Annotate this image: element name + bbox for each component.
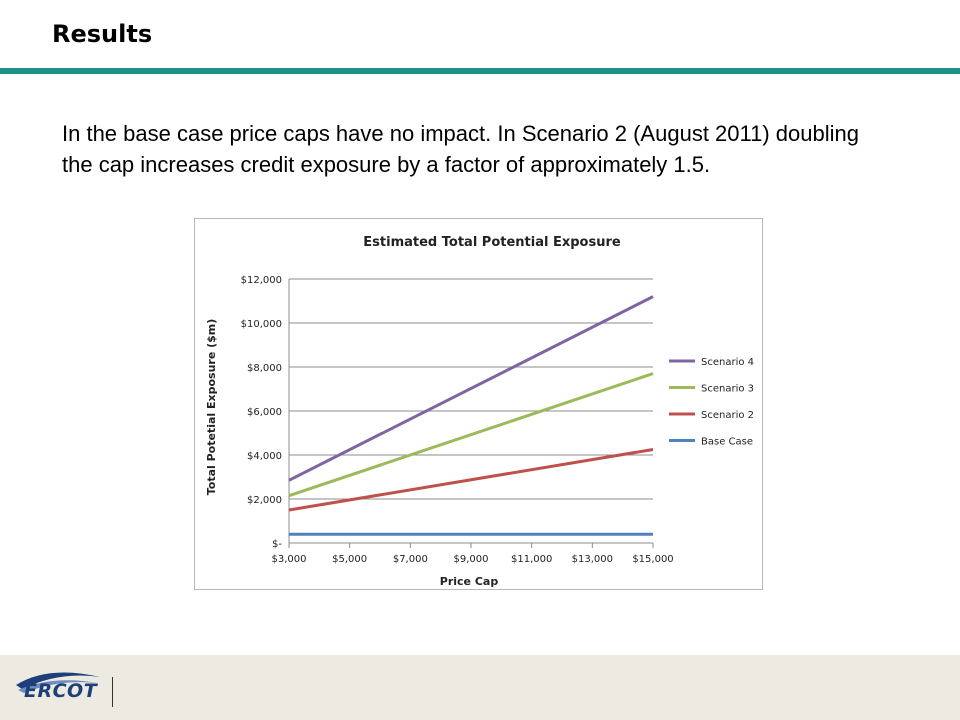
x-tick-label: $7,000: [393, 554, 428, 565]
legend-label: Scenario 3: [701, 384, 754, 395]
chart-title: Estimated Total Potential Exposure: [363, 235, 621, 250]
y-axis-label: Total Potetial Exposure ($m): [205, 319, 218, 496]
x-tick-label: $13,000: [572, 554, 613, 565]
y-tick-label: $-: [272, 539, 282, 550]
series-line-scenario-3: [288, 372, 654, 498]
y-tick-label: $10,000: [241, 319, 282, 330]
x-tick-label: $15,000: [632, 554, 673, 565]
x-tick-label: $5,000: [332, 554, 367, 565]
y-tick-label: $2,000: [247, 495, 282, 506]
y-tick-label: $6,000: [247, 407, 282, 418]
footer-divider: [112, 677, 113, 707]
series-line-scenario-4: [288, 295, 654, 482]
legend-label: Scenario 4: [701, 357, 754, 368]
ercot-logo-icon: [16, 672, 100, 693]
x-tick-label: $9,000: [454, 554, 489, 565]
chart-frame: Estimated Total Potential Exposure Total…: [194, 218, 763, 590]
body-text: In the base case price caps have no impa…: [62, 121, 859, 177]
legend-label: Base Case: [701, 437, 753, 448]
x-tick-label: $3,000: [272, 554, 307, 565]
ercot-logo-text: ERCOT: [24, 680, 98, 702]
slide-title: Results: [52, 20, 153, 48]
footer-band: [0, 655, 960, 720]
series-line-scenario-2: [288, 448, 654, 512]
y-tick-label: $12,000: [241, 275, 282, 286]
y-tick-label: $8,000: [247, 363, 282, 374]
title-rule: [0, 68, 960, 74]
x-axis-label: Price Cap: [440, 575, 499, 588]
line-chart: Estimated Total Potential Exposure Total…: [205, 235, 754, 588]
x-tick-label: $11,000: [511, 554, 552, 565]
y-tick-label: $4,000: [247, 451, 282, 462]
legend-label: Scenario 2: [701, 410, 754, 421]
